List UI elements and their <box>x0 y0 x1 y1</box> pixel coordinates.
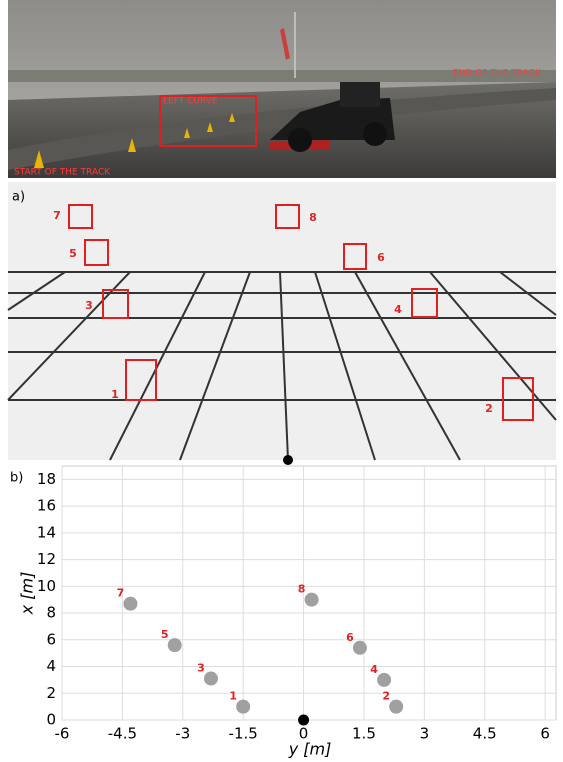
x-tick-label: -4.5 <box>108 725 137 743</box>
point <box>123 596 138 611</box>
y-tick-label: 6 <box>46 630 56 648</box>
y-tick-label: 4 <box>46 657 56 675</box>
x-tick-label: 1.5 <box>352 725 376 743</box>
point <box>167 638 182 653</box>
point-label: 2 <box>382 690 390 703</box>
point <box>298 714 310 726</box>
point <box>352 640 367 655</box>
point <box>377 672 392 687</box>
marker-label: 2 <box>485 402 493 415</box>
marker-label: 1 <box>111 388 119 401</box>
x-axis-label: y [m] <box>288 740 332 759</box>
marker-label: 4 <box>394 303 402 316</box>
point-label: 8 <box>298 583 306 596</box>
plot-area <box>61 465 557 721</box>
y-tick-label: 10 <box>37 577 56 595</box>
y-tick-label: 0 <box>46 711 56 729</box>
y-tick-label: 18 <box>37 470 56 488</box>
marker-label: 6 <box>377 251 385 264</box>
point-label: 1 <box>229 690 237 703</box>
point-label: 5 <box>161 628 169 641</box>
y-tick-label: 8 <box>46 604 56 622</box>
y-tick-label: 2 <box>46 684 56 702</box>
panel-label: b) <box>10 471 23 486</box>
marker-label: 3 <box>85 299 93 312</box>
marker-label: 5 <box>69 247 77 260</box>
point <box>203 671 218 686</box>
photo-label: LEFT CURVE <box>163 97 218 107</box>
x-tick-label: 4.5 <box>473 725 497 743</box>
y-tick-label: 16 <box>37 497 56 515</box>
photo: START OF THE TRACK LEFT CURVE END OF THE… <box>8 0 556 178</box>
render-panel: a) 1 2 3 4 5 6 7 8 <box>7 182 557 465</box>
x-tick-label: 6 <box>540 725 550 743</box>
panel-label: a) <box>12 190 25 205</box>
point-label: 4 <box>370 663 378 676</box>
photo-label: START OF THE TRACK <box>14 168 111 178</box>
x-tick-label: 0 <box>299 725 309 743</box>
y-tick-label: 14 <box>37 523 56 541</box>
point <box>304 592 319 607</box>
point <box>389 699 404 714</box>
y-axis-label: x [m] <box>18 572 37 616</box>
point <box>236 699 251 714</box>
point-label: 6 <box>346 631 354 644</box>
photo-label: END OF THE TRACK <box>453 69 542 79</box>
x-tick-label: -6 <box>55 725 70 743</box>
y-tick-label: 12 <box>37 550 56 568</box>
point-label: 3 <box>197 662 205 675</box>
x-tick-label: -3 <box>175 725 190 743</box>
x-tick-label: 3 <box>420 725 430 743</box>
marker-label: 8 <box>309 211 317 224</box>
point-label: 7 <box>117 587 125 600</box>
marker-label: 7 <box>53 209 61 222</box>
x-tick-label: -1.5 <box>229 725 258 743</box>
